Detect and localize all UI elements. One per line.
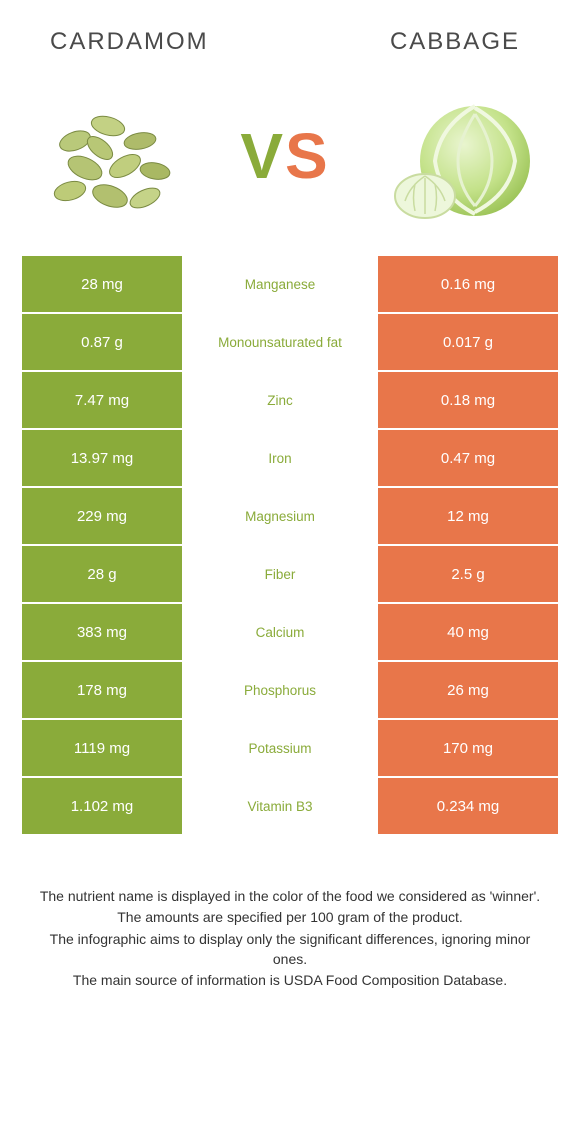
right-value: 0.16 mg <box>378 256 558 312</box>
table-row: 178 mgPhosphorus26 mg <box>22 662 558 718</box>
cardamom-image <box>30 86 190 226</box>
footer-line: The main source of information is USDA F… <box>36 970 544 990</box>
table-row: 1119 mgPotassium170 mg <box>22 720 558 776</box>
right-value: 26 mg <box>378 662 558 718</box>
nutrient-name: Zinc <box>182 372 378 428</box>
right-value: 0.234 mg <box>378 778 558 834</box>
right-value: 0.18 mg <box>378 372 558 428</box>
footer-line: The infographic aims to display only the… <box>36 929 544 970</box>
comparison-table: 28 mgManganese0.16 mg0.87 gMonounsaturat… <box>0 256 580 834</box>
nutrient-name: Iron <box>182 430 378 486</box>
left-value: 229 mg <box>22 488 182 544</box>
table-row: 28 gFiber2.5 g <box>22 546 558 602</box>
left-value: 178 mg <box>22 662 182 718</box>
nutrient-name: Fiber <box>182 546 378 602</box>
footer-line: The nutrient name is displayed in the co… <box>36 886 544 906</box>
hero-row: VS <box>0 66 580 256</box>
nutrient-name: Monounsaturated fat <box>182 314 378 370</box>
right-value: 170 mg <box>378 720 558 776</box>
nutrient-name: Manganese <box>182 256 378 312</box>
table-row: 0.87 gMonounsaturated fat0.017 g <box>22 314 558 370</box>
right-value: 0.017 g <box>378 314 558 370</box>
left-value: 13.97 mg <box>22 430 182 486</box>
table-row: 7.47 mgZinc0.18 mg <box>22 372 558 428</box>
left-value: 28 mg <box>22 256 182 312</box>
left-value: 7.47 mg <box>22 372 182 428</box>
right-value: 2.5 g <box>378 546 558 602</box>
table-row: 383 mgCalcium40 mg <box>22 604 558 660</box>
left-value: 28 g <box>22 546 182 602</box>
cabbage-image <box>380 86 540 226</box>
left-value: 0.87 g <box>22 314 182 370</box>
left-value: 383 mg <box>22 604 182 660</box>
right-value: 40 mg <box>378 604 558 660</box>
table-row: 229 mgMagnesium12 mg <box>22 488 558 544</box>
left-food-title: Cardamom <box>50 28 209 56</box>
nutrient-name: Magnesium <box>182 488 378 544</box>
left-value: 1.102 mg <box>22 778 182 834</box>
table-row: 28 mgManganese0.16 mg <box>22 256 558 312</box>
nutrient-name: Calcium <box>182 604 378 660</box>
table-row: 13.97 mgIron0.47 mg <box>22 430 558 486</box>
right-value: 0.47 mg <box>378 430 558 486</box>
nutrient-name: Potassium <box>182 720 378 776</box>
vs-label: VS <box>240 119 329 193</box>
nutrient-name: Phosphorus <box>182 662 378 718</box>
footer-notes: The nutrient name is displayed in the co… <box>0 836 580 990</box>
left-value: 1119 mg <box>22 720 182 776</box>
header: Cardamom Cabbage <box>0 0 580 66</box>
nutrient-name: Vitamin B3 <box>182 778 378 834</box>
footer-line: The amounts are specified per 100 gram o… <box>36 907 544 927</box>
right-value: 12 mg <box>378 488 558 544</box>
table-row: 1.102 mgVitamin B30.234 mg <box>22 778 558 834</box>
right-food-title: Cabbage <box>390 28 520 56</box>
